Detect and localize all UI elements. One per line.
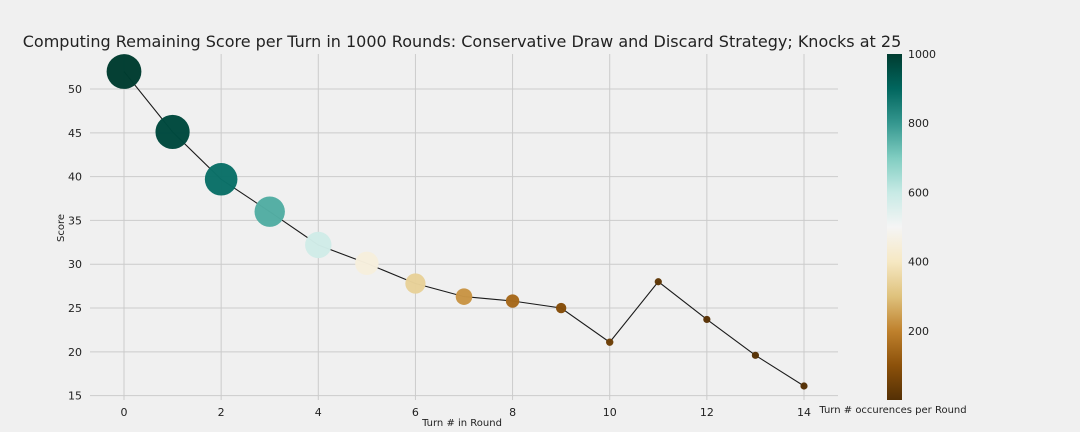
data-point [155, 114, 190, 150]
series-line-layer [123, 71, 805, 387]
series-line [123, 71, 805, 387]
x-tick-label: 8 [509, 406, 516, 419]
data-point [204, 162, 238, 196]
grid [90, 54, 838, 400]
data-point [606, 338, 614, 346]
y-tick-label: 15 [68, 390, 82, 403]
x-tick-label: 12 [700, 406, 714, 419]
data-point [505, 294, 520, 308]
chart-title: Computing Remaining Score per Turn in 10… [23, 32, 902, 51]
data-point [555, 302, 567, 314]
y-tick-labels: 15 20 25 30 35 40 45 50 [68, 83, 82, 403]
x-axis-label: Turn # in Round [421, 418, 502, 429]
y-tick-label: 30 [68, 258, 82, 271]
data-point [800, 382, 808, 390]
y-tick-label: 20 [68, 346, 82, 359]
x-tick-label: 0 [121, 406, 128, 419]
data-points [106, 54, 808, 390]
colorbar-label: Turn # occurences per Round [818, 405, 966, 416]
data-point [106, 54, 142, 89]
colorbar-ticks: 200 400 600 800 1000 [908, 48, 936, 338]
colorbar-tick-label: 600 [908, 186, 929, 199]
x-tick-label: 6 [412, 406, 419, 419]
x-tick-label: 14 [797, 406, 811, 419]
colorbar-tick-label: 200 [908, 325, 929, 338]
y-tick-label: 25 [68, 302, 82, 315]
x-tick-labels: 0 2 4 6 8 10 12 14 [121, 406, 812, 419]
data-point [355, 251, 379, 276]
data-point [254, 196, 285, 227]
colorbar-tick-label: 400 [908, 256, 929, 269]
y-tick-label: 45 [68, 127, 82, 140]
y-tick-label: 40 [68, 171, 82, 184]
data-point [405, 273, 426, 294]
colorbar-tick-label: 800 [908, 117, 929, 130]
y-tick-label: 50 [68, 83, 82, 96]
y-tick-label: 35 [68, 214, 82, 227]
x-tick-label: 4 [315, 406, 322, 419]
data-point [703, 315, 711, 324]
colorbar-tick-label: 1000 [908, 48, 936, 61]
data-point [455, 288, 473, 305]
data-point [305, 231, 332, 259]
data-point [654, 278, 662, 286]
x-tick-label: 10 [603, 406, 617, 419]
colorbar [887, 54, 902, 400]
x-tick-label: 2 [218, 406, 225, 419]
data-point [751, 351, 760, 359]
y-axis-label: Score [56, 214, 67, 242]
